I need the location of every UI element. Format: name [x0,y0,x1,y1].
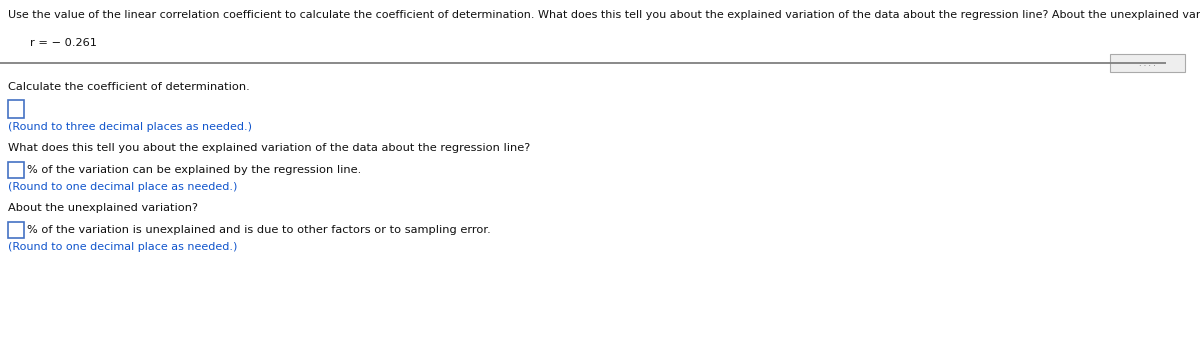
Text: % of the variation can be explained by the regression line.: % of the variation can be explained by t… [28,165,361,175]
FancyBboxPatch shape [8,222,24,238]
Text: About the unexplained variation?: About the unexplained variation? [8,203,198,213]
FancyBboxPatch shape [1110,54,1186,72]
Text: Calculate the coefficient of determination.: Calculate the coefficient of determinati… [8,82,250,92]
Text: . . . .: . . . . [1139,59,1156,67]
Text: Use the value of the linear correlation coefficient to calculate the coefficient: Use the value of the linear correlation … [8,10,1200,20]
FancyBboxPatch shape [8,100,24,118]
Text: What does this tell you about the explained variation of the data about the regr: What does this tell you about the explai… [8,143,530,153]
Text: (Round to three decimal places as needed.): (Round to three decimal places as needed… [8,122,252,132]
Text: (Round to one decimal place as needed.): (Round to one decimal place as needed.) [8,182,238,192]
Text: r = − 0.261: r = − 0.261 [30,38,97,48]
FancyBboxPatch shape [8,162,24,178]
Text: (Round to one decimal place as needed.): (Round to one decimal place as needed.) [8,242,238,252]
Text: % of the variation is unexplained and is due to other factors or to sampling err: % of the variation is unexplained and is… [28,225,491,235]
